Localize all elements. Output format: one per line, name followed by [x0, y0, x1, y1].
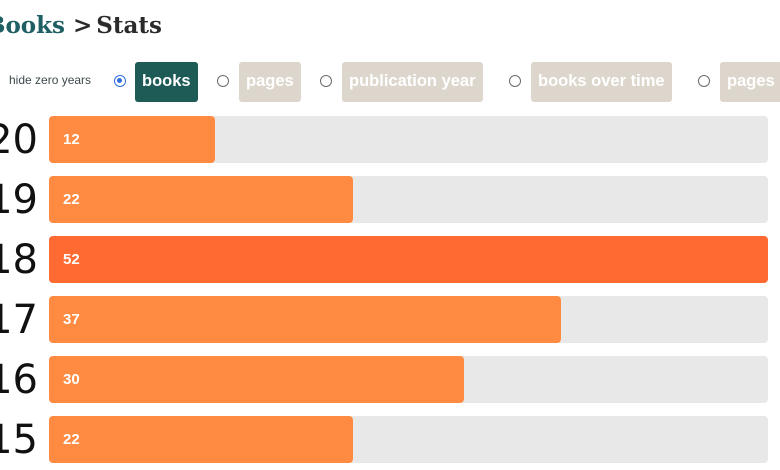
bar-track-2015: 22 [49, 416, 768, 463]
breadcrumb: Books >Stats [0, 9, 162, 43]
bar-value-2019: 22 [63, 191, 80, 208]
year-label-2020: 2020 [0, 117, 38, 163]
radio-pages-over-time[interactable] [698, 75, 710, 87]
bar-2016[interactable]: 30 [49, 356, 464, 403]
radio-pages[interactable] [217, 75, 229, 87]
bar-2017[interactable]: 37 [49, 296, 561, 343]
bar-2015[interactable]: 22 [49, 416, 353, 463]
bar-2018[interactable]: 52 [49, 236, 768, 283]
breadcrumb-current: Stats [96, 12, 163, 39]
year-label-2016: 2016 [0, 357, 38, 403]
tab-pages-over-time[interactable]: pages [720, 62, 780, 102]
bar-value-2018: 52 [63, 251, 80, 268]
bar-track-2017: 37 [49, 296, 768, 343]
tab-pages[interactable]: pages [239, 62, 301, 102]
bar-2019[interactable]: 22 [49, 176, 353, 223]
bar-value-2016: 30 [63, 371, 80, 388]
bar-2020[interactable]: 12 [49, 116, 215, 163]
bar-track-2019: 22 [49, 176, 768, 223]
year-label-2019: 2019 [0, 177, 38, 223]
bar-value-2020: 12 [63, 131, 80, 148]
year-label-2018: 2018 [0, 237, 38, 283]
tab-books[interactable]: books [135, 62, 198, 102]
tab-books-over-time[interactable]: books over time [531, 62, 672, 102]
tab-publication-year[interactable]: publication year [342, 62, 483, 102]
hide-zero-years-toggle[interactable]: hide zero years [9, 73, 92, 87]
radio-books-over-time[interactable] [509, 75, 521, 87]
bar-value-2017: 37 [63, 311, 80, 328]
bar-track-2020: 12 [49, 116, 768, 163]
stats-controls: hide zero years books pages publication … [0, 62, 780, 102]
breadcrumb-books-link[interactable]: Books [0, 12, 66, 39]
bar-track-2018: 52 [49, 236, 768, 283]
year-label-2017: 2017 [0, 297, 38, 343]
bar-track-2016: 30 [49, 356, 768, 403]
year-label-2015: 2015 [0, 417, 38, 463]
bar-value-2015: 22 [63, 431, 80, 448]
radio-publication-year[interactable] [320, 75, 332, 87]
breadcrumb-separator: > [73, 12, 93, 39]
radio-books[interactable] [114, 75, 126, 87]
